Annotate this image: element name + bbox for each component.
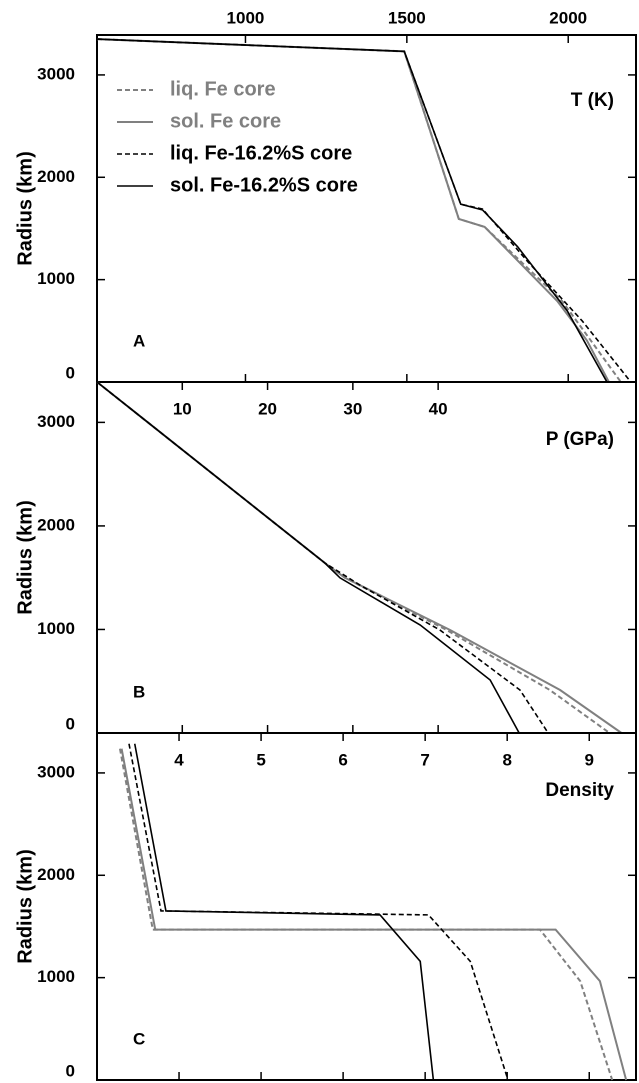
y-tick-label: 1000 <box>37 619 75 638</box>
x-tick-label: 40 <box>429 399 448 418</box>
panel-label: B <box>133 682 145 701</box>
x-tick-label: 10 <box>173 399 192 418</box>
y-tick-label: 3000 <box>37 762 75 781</box>
legend-label: liq. Fe-16.2%S core <box>170 142 352 164</box>
y-tick-label: 2000 <box>37 515 75 534</box>
x-tick-label: 5 <box>256 750 265 769</box>
y-tick-label: 3000 <box>37 64 75 83</box>
x-axis-title: Density <box>545 780 614 801</box>
x-axis-title: T (K) <box>571 90 614 111</box>
y-axis-title: Radius (km) <box>14 849 36 963</box>
legend-label: sol. Fe-16.2%S core <box>170 174 358 196</box>
y-tick-label: 2000 <box>37 865 75 884</box>
x-tick-label: 4 <box>174 750 184 769</box>
x-tick-label: 1500 <box>388 8 426 27</box>
y-tick-label: 1000 <box>37 967 75 986</box>
profile-line <box>96 381 520 734</box>
panel-label: A <box>133 331 145 350</box>
y-tick-label: 2000 <box>37 167 75 186</box>
profile-line <box>96 38 608 383</box>
y-tick-label: 0 <box>66 1061 75 1080</box>
profile-line <box>96 381 611 734</box>
y-tick-label: 0 <box>66 363 75 382</box>
y-tick-label: 0 <box>66 714 75 733</box>
legend-label: sol. Fe core <box>170 110 281 132</box>
legend-label: liq. Fe core <box>170 78 276 100</box>
profile-line <box>96 381 623 734</box>
x-tick-label: 20 <box>258 399 277 418</box>
y-axis-title: Radius (km) <box>14 151 36 265</box>
x-tick-label: 2000 <box>549 8 587 27</box>
y-tick-label: 1000 <box>37 269 75 288</box>
panel-label: C <box>133 1029 145 1048</box>
profile-line <box>128 743 509 1081</box>
profile-line <box>133 743 435 1081</box>
x-axis-title: P (GPa) <box>546 429 614 450</box>
x-tick-label: 30 <box>343 399 362 418</box>
profile-line <box>120 748 628 1081</box>
x-tick-label: 8 <box>502 750 511 769</box>
x-tick-label: 1000 <box>227 8 265 27</box>
y-axis-title: Radius (km) <box>14 500 36 614</box>
y-tick-label: 3000 <box>37 412 75 431</box>
panel-frame <box>96 732 637 1081</box>
x-tick-label: 9 <box>585 750 594 769</box>
x-tick-label: 6 <box>338 750 347 769</box>
x-tick-label: 7 <box>420 750 429 769</box>
